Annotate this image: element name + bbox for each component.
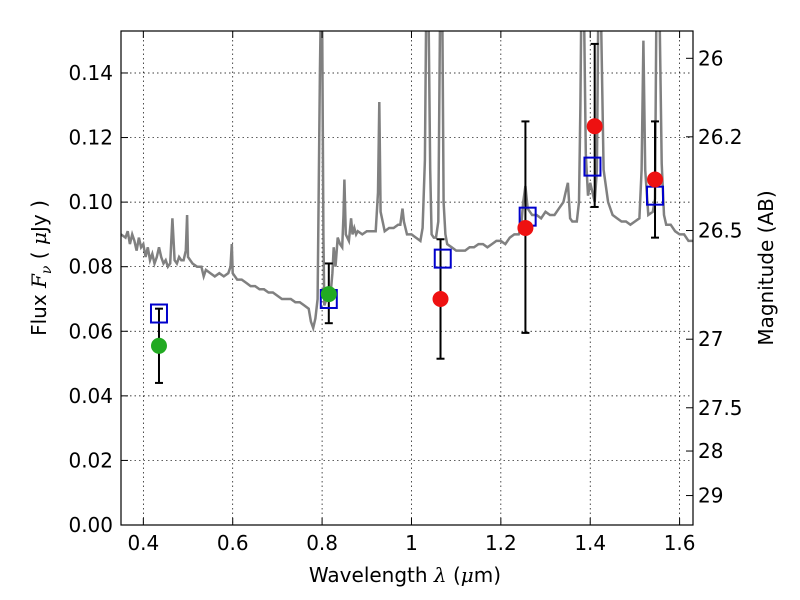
y2-tick-label: 26.2 [698,125,743,149]
observed-point-red [432,290,449,307]
y-tick-label: 0.04 [68,384,113,408]
model-flux-square [149,303,168,324]
observed-point-red [586,118,603,135]
x-tick-label: 1.2 [485,531,517,555]
y-tick-label: 0.00 [68,513,113,537]
x-tick-label: 1.4 [574,531,606,555]
y2-tick-label: 29 [698,484,723,508]
y-tick-labels: 0.00 0.02 0.04 0.06 0.08 0.10 0.12 0.14 [68,61,113,537]
observed-flux-points [150,118,664,354]
y2-tick-labels: 26 26.2 26.5 27 27.5 28 29 [698,46,743,507]
plot-frame [120,30,694,526]
x-tick-label: 0.4 [127,531,159,555]
x-tick-label: 1 [405,531,418,555]
y-tick-label: 0.08 [68,255,113,279]
plot-area [121,31,693,384]
y2-tick-label: 26.5 [698,219,743,243]
model-flux-square [583,156,602,177]
y2-tick-label: 27.5 [698,396,743,420]
y2-tick-label: 26 [698,46,723,70]
model-spectrum-line [121,31,693,333]
y2-tick-label: 28 [698,439,723,463]
y-tick-label: 0.02 [68,448,113,472]
y2-tick-label: 27 [698,327,723,351]
x-tick-label: 0.8 [306,531,338,555]
y-tick-label: 0.14 [68,61,113,85]
observed-point-red [517,219,534,236]
y-tick-label: 0.12 [68,126,113,150]
y-tick-label: 0.06 [68,319,113,343]
model-flux-square [433,248,452,269]
x-tick-label: 0.6 [217,531,249,555]
x-tick-labels: 0.4 0.6 0.8 1 1.2 1.4 1.6 [127,531,695,555]
x-tick-label: 1.6 [664,531,696,555]
observed-point-green [320,286,337,303]
observed-point-green [150,337,167,354]
x-axis-label: Wavelength λ (μm) [309,563,501,587]
y-axis-label: Flux Fν ( μJy ) [27,200,55,336]
y2-axis-label: Magnitude (AB) [754,190,778,345]
y-tick-label: 0.10 [68,190,113,214]
axis-ticks [121,31,693,526]
observed-point-red [647,171,664,188]
